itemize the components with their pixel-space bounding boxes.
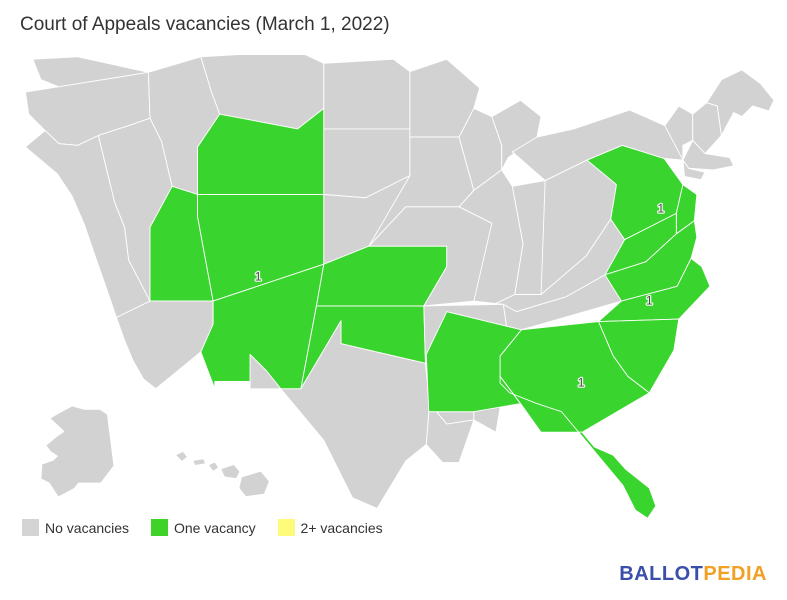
svg-text:1: 1 (646, 293, 653, 307)
svg-text:1: 1 (255, 270, 262, 284)
svg-text:1: 1 (657, 202, 664, 216)
svg-text:1: 1 (578, 375, 585, 389)
